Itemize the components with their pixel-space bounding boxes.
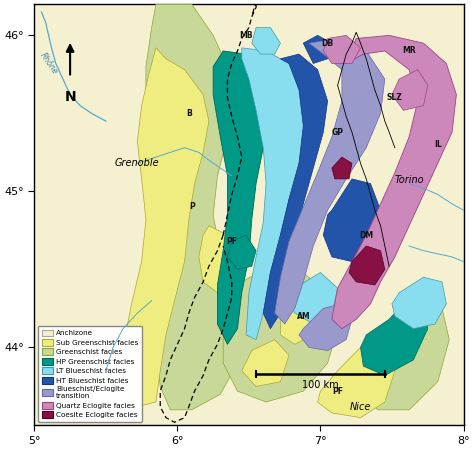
Polygon shape [299, 304, 352, 351]
Text: 100 km: 100 km [302, 380, 339, 390]
Polygon shape [323, 36, 361, 63]
Text: SLZ: SLZ [387, 93, 403, 102]
Polygon shape [213, 51, 266, 344]
Text: PF: PF [332, 387, 343, 396]
Polygon shape [318, 347, 395, 418]
Polygon shape [263, 54, 328, 328]
Polygon shape [199, 226, 237, 293]
Polygon shape [349, 246, 385, 285]
Polygon shape [223, 270, 337, 402]
Polygon shape [361, 297, 428, 375]
Polygon shape [303, 36, 332, 63]
Text: GP: GP [332, 128, 344, 137]
Legend: Anchizone, Sub Greenschist facies, Greenschist facies, HP Greenschist facies, LT: Anchizone, Sub Greenschist facies, Green… [38, 326, 142, 422]
Text: Torino: Torino [394, 176, 424, 185]
Polygon shape [392, 70, 428, 110]
Polygon shape [356, 304, 449, 410]
Polygon shape [274, 39, 385, 324]
Text: N: N [64, 90, 76, 104]
Polygon shape [323, 179, 381, 261]
Text: AM: AM [296, 312, 310, 321]
Polygon shape [123, 48, 209, 407]
Polygon shape [332, 36, 456, 328]
Text: Grenoble: Grenoble [115, 158, 160, 168]
Polygon shape [252, 27, 281, 54]
Polygon shape [34, 4, 464, 425]
Polygon shape [242, 48, 306, 340]
Text: IL: IL [434, 140, 442, 149]
Polygon shape [281, 304, 313, 344]
Text: DB: DB [321, 39, 334, 48]
Polygon shape [289, 273, 337, 324]
Text: B: B [186, 109, 191, 118]
Text: P: P [189, 202, 195, 211]
Text: Nice: Nice [350, 402, 371, 412]
Text: DM: DM [359, 230, 374, 239]
Text: Rhône: Rhône [38, 51, 59, 76]
Polygon shape [146, 4, 242, 410]
Polygon shape [332, 157, 352, 179]
Text: MR: MR [402, 46, 416, 55]
Polygon shape [392, 277, 447, 328]
Text: MB: MB [239, 31, 253, 40]
Polygon shape [228, 235, 256, 270]
Text: PF: PF [226, 237, 237, 246]
Polygon shape [242, 340, 289, 387]
